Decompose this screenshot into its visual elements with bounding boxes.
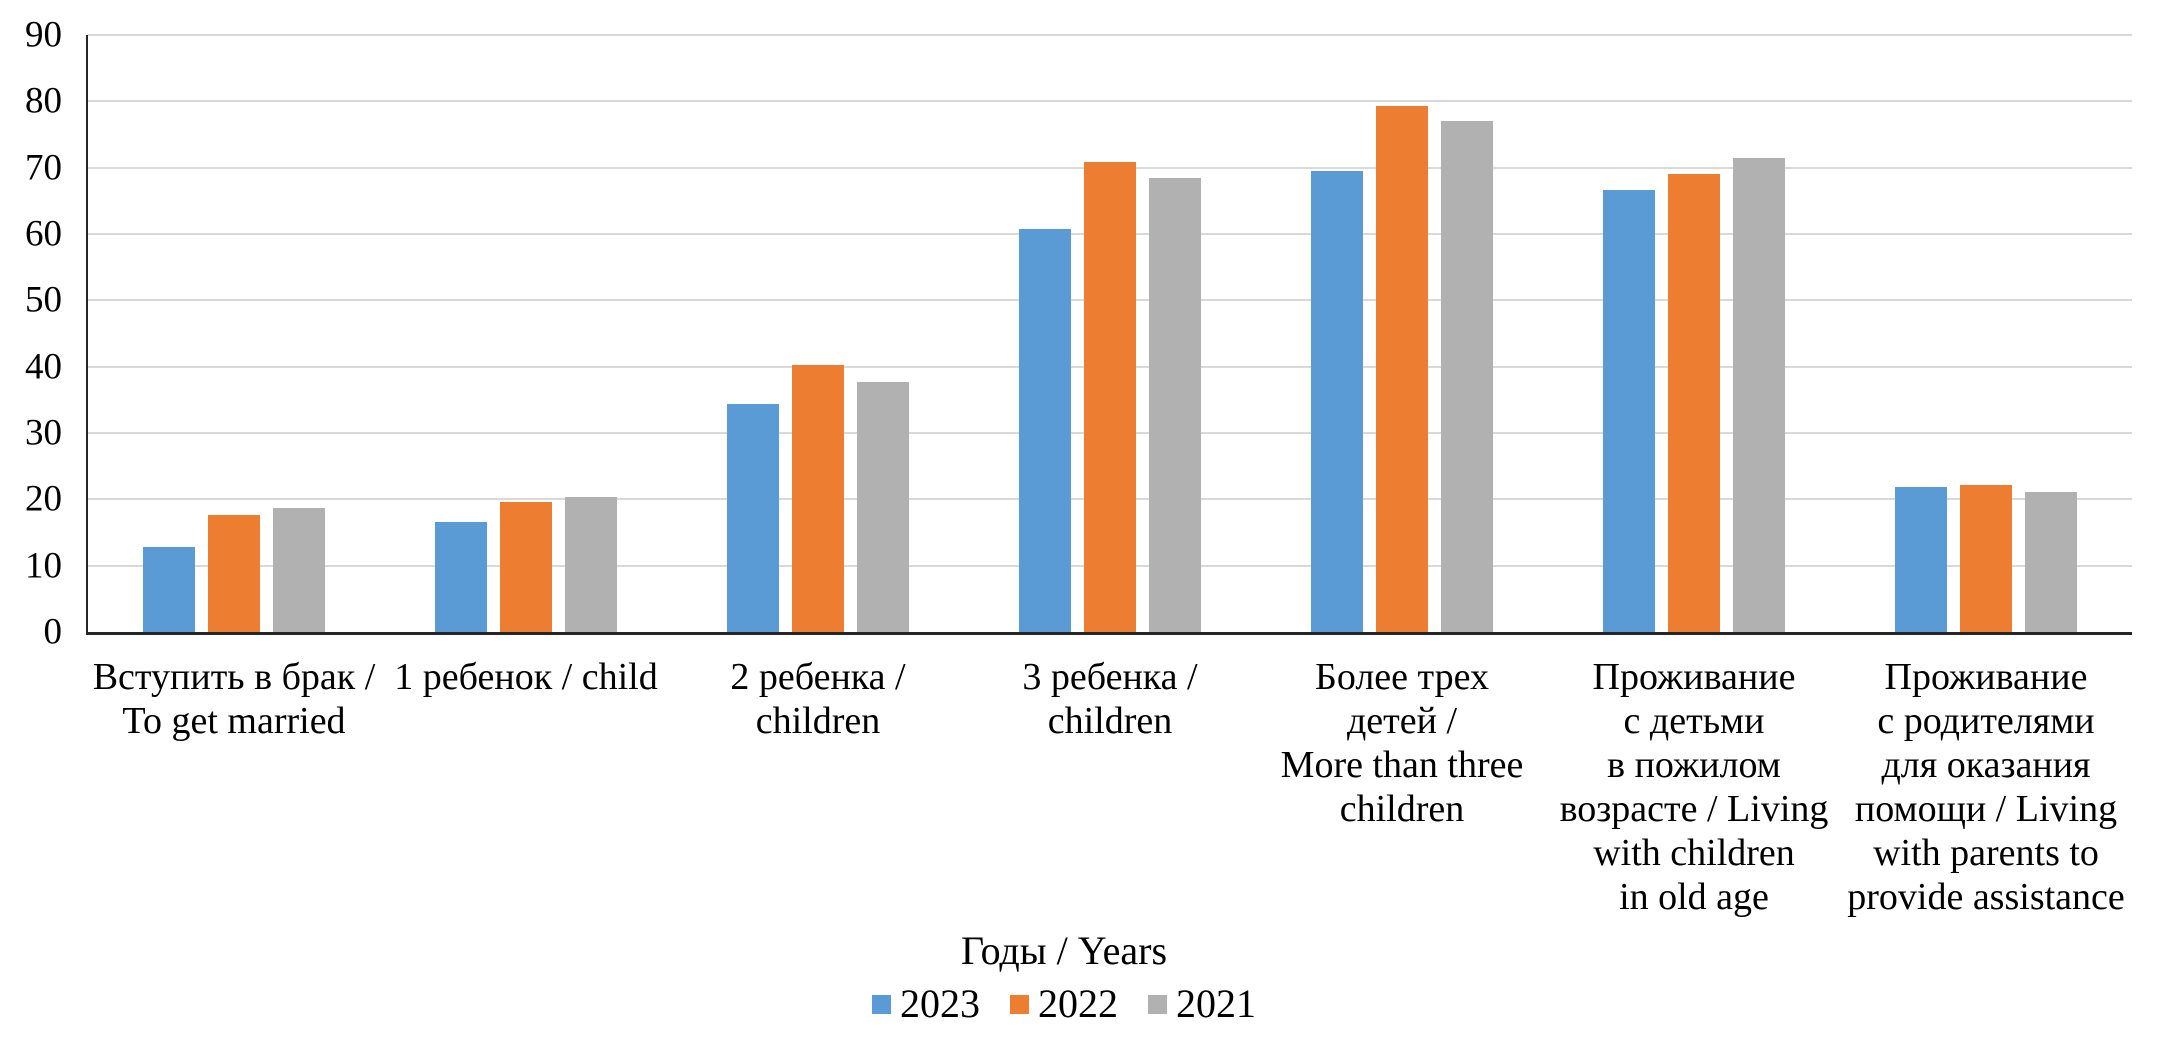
bar-2021-cat1 (273, 508, 325, 632)
legend-label-2022: 2022 (1038, 981, 1118, 1026)
y-tick-label-60: 60 (25, 213, 62, 255)
bar-2022-cat5 (1376, 106, 1428, 632)
bar-2023-cat5 (1311, 171, 1363, 632)
y-tick-label-30: 30 (25, 412, 62, 454)
y-tick-label-80: 80 (25, 80, 62, 122)
x-category-label-7: Проживание с родителями для оказания пом… (1847, 656, 2125, 919)
x-category-label-1: Вступить в брак / To get married (92, 656, 376, 743)
bar-group-7 (1840, 35, 2132, 632)
bar-2022-cat3 (792, 365, 844, 632)
y-tick-label-90: 90 (25, 14, 62, 56)
bar-2021-cat3 (857, 382, 909, 632)
x-category-label-4: 3 ребенка / children (1022, 656, 1198, 743)
bar-2022-cat1 (208, 515, 260, 632)
y-tick-label-40: 40 (25, 346, 62, 388)
x-category-label-5: Более трех детей / More than three child… (1280, 656, 1524, 831)
legend-label-2023: 2023 (900, 981, 980, 1026)
x-category-label-3: 2 ребенка / children (730, 656, 906, 743)
bar-2023-cat1 (143, 547, 195, 632)
bar-2021-cat5 (1441, 121, 1493, 632)
legend-swatch-2022 (1010, 994, 1029, 1014)
gridline-y-90 (88, 34, 2132, 36)
legend-items: 2023 2022 2021 (0, 982, 2128, 1026)
y-tick-label-10: 10 (25, 545, 62, 587)
bar-2021-cat4 (1149, 178, 1201, 632)
bar-2021-cat6 (1733, 158, 1785, 632)
legend: Годы / Years 2023 2022 2021 (0, 928, 2128, 1026)
bar-2022-cat4 (1084, 162, 1136, 632)
y-tick-label-70: 70 (25, 147, 62, 189)
bar-group-5 (1256, 35, 1548, 632)
legend-item-2022: 2022 (1010, 982, 1118, 1026)
bar-group-1 (88, 35, 380, 632)
bar-2021-cat7 (2025, 492, 2077, 632)
legend-title: Годы / Years (960, 928, 1168, 973)
y-tick-label-20: 20 (25, 478, 62, 520)
y-tick-label-50: 50 (25, 279, 62, 321)
legend-label-2021: 2021 (1176, 981, 1256, 1026)
legend-swatch-2021 (1148, 994, 1167, 1014)
bar-2023-cat7 (1895, 487, 1947, 632)
bar-group-3 (672, 35, 964, 632)
bar-2021-cat2 (565, 497, 617, 632)
bar-2022-cat6 (1668, 174, 1720, 632)
x-category-label-2: 1 ребенок / child (394, 656, 658, 698)
y-tick-label-0: 0 (43, 611, 63, 653)
bar-2023-cat6 (1603, 190, 1655, 632)
x-category-label-6: Проживание с детьми в пожилом возрасте /… (1559, 656, 1829, 919)
bar-group-2 (380, 35, 672, 632)
bar-2022-cat7 (1960, 485, 2012, 632)
bar-2023-cat2 (435, 522, 487, 632)
legend-item-2021: 2021 (1148, 982, 1256, 1026)
y-axis-line (86, 35, 88, 634)
bar-2023-cat4 (1019, 229, 1071, 632)
bar-group-6 (1548, 35, 1840, 632)
bar-2022-cat2 (500, 502, 552, 632)
legend-swatch-2023 (872, 994, 891, 1014)
bar-group-4 (964, 35, 1256, 632)
x-axis-line (86, 632, 2132, 635)
gridline-y-80 (88, 100, 2132, 103)
bar-2023-cat3 (727, 404, 779, 632)
legend-item-2023: 2023 (872, 982, 980, 1026)
plot-area (88, 34, 2132, 632)
